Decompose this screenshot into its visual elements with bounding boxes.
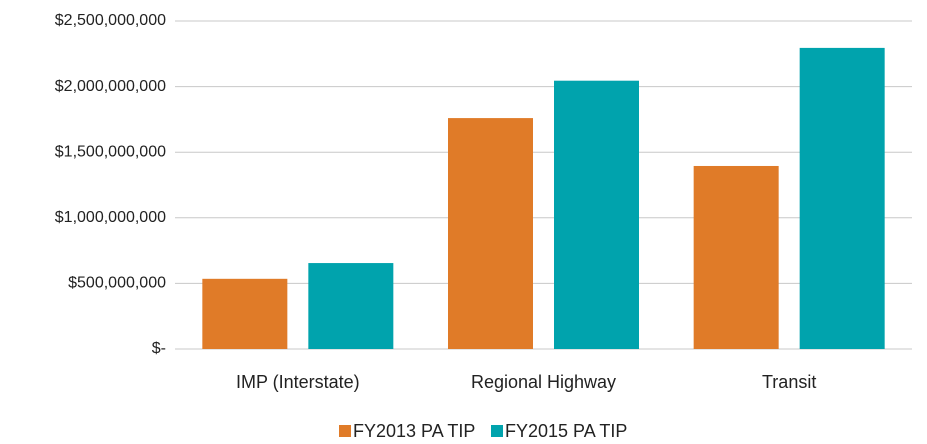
- legend-label: FY2013 PA TIP: [353, 421, 475, 441]
- bar: [202, 278, 288, 349]
- legend-label: FY2015 PA TIP: [505, 421, 627, 441]
- x-tick-label: Regional Highway: [471, 372, 616, 392]
- bar: [308, 263, 394, 349]
- bar: [693, 165, 779, 349]
- y-tick-label: $1,000,000,000: [55, 209, 166, 226]
- x-tick-label: IMP (Interstate): [236, 372, 360, 392]
- y-tick-label: $2,500,000,000: [55, 12, 166, 29]
- bar: [554, 80, 639, 350]
- x-tick-label: Transit: [762, 372, 816, 392]
- y-tick-label: $1,500,000,000: [55, 143, 166, 160]
- y-tick-label: $-: [152, 340, 166, 357]
- legend-swatch: [339, 425, 351, 437]
- bar: [448, 118, 533, 349]
- y-tick-label: $500,000,000: [68, 275, 166, 292]
- y-tick-label: $2,000,000,000: [55, 78, 166, 95]
- legend-swatch: [491, 425, 503, 437]
- bar: [799, 47, 885, 350]
